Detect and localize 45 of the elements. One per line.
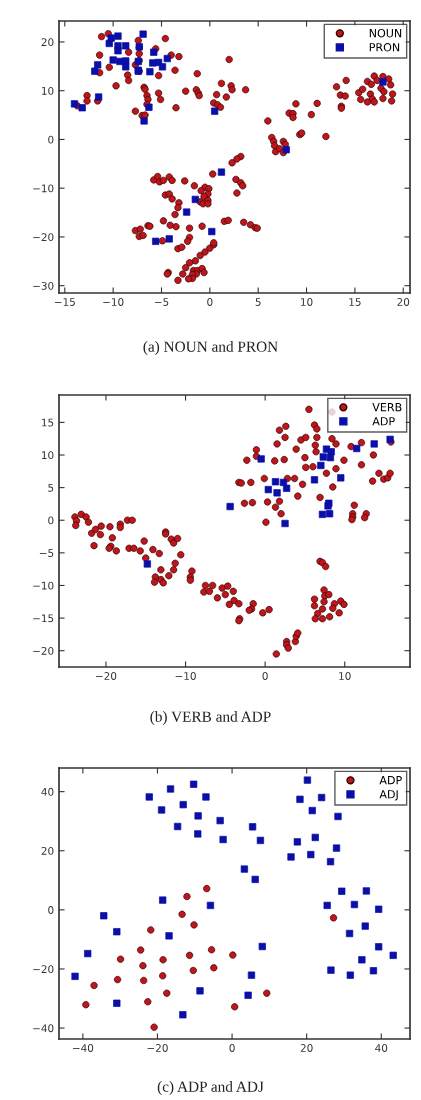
y-tick-label: 40 <box>41 787 54 796</box>
y-tick-label: 0 <box>48 135 54 144</box>
legend-label: PRON <box>369 43 400 52</box>
x-tick-label: 5 <box>255 298 261 306</box>
x-tick-label: −40 <box>72 1044 94 1052</box>
x-tick-label: −10 <box>175 672 196 680</box>
x-tick-label: 10 <box>339 672 351 680</box>
y-tick-label: −30 <box>33 281 54 290</box>
text: (c) ADP and ADJ <box>157 1081 264 1095</box>
y-tick-label: −20 <box>33 233 54 242</box>
legend-label: VERB <box>372 403 402 412</box>
y-tick-label: −10 <box>33 184 54 193</box>
y-tick-label: 15 <box>42 418 54 427</box>
y-tick-label: 5 <box>48 483 54 492</box>
legend-label: ADJ <box>379 790 398 801</box>
x-tick-label: −10 <box>103 298 124 306</box>
x-tick-label: −15 <box>54 298 75 306</box>
text: (b) VERB and ADP <box>150 711 271 725</box>
text: (a) NOUN and PRON <box>143 341 278 355</box>
y-tick-label: −5 <box>39 549 54 557</box>
y-tick-label: 10 <box>42 86 54 95</box>
y-tick-label: −20 <box>33 646 54 655</box>
x-tick-label: −20 <box>147 1044 168 1052</box>
legend-label: NOUN <box>369 28 402 38</box>
y-tick-label: 0 <box>48 906 54 914</box>
x-tick-label: 15 <box>349 298 361 306</box>
x-tick-label: 0 <box>229 1044 235 1052</box>
x-tick-label: −20 <box>96 672 117 680</box>
x-tick-label: 20 <box>300 1044 313 1052</box>
legend-label: ADP <box>379 776 402 785</box>
x-tick-label: 20 <box>397 298 410 306</box>
y-tick-label: −40 <box>33 1024 54 1033</box>
legend-label: ADP <box>372 417 395 426</box>
y-tick-label: 20 <box>41 846 54 855</box>
y-tick-label: 10 <box>42 451 54 460</box>
y-tick-label: −10 <box>33 581 54 590</box>
y-tick-label: 20 <box>41 38 54 47</box>
x-tick-label: 0 <box>262 672 268 680</box>
y-tick-label: −20 <box>33 965 54 974</box>
x-tick-label: −5 <box>154 298 169 306</box>
x-tick-label: 40 <box>375 1044 388 1052</box>
x-tick-label: 0 <box>207 298 213 306</box>
x-tick-label: 10 <box>301 298 313 306</box>
y-tick-label: 0 <box>48 516 54 525</box>
y-tick-label: −15 <box>33 614 54 623</box>
